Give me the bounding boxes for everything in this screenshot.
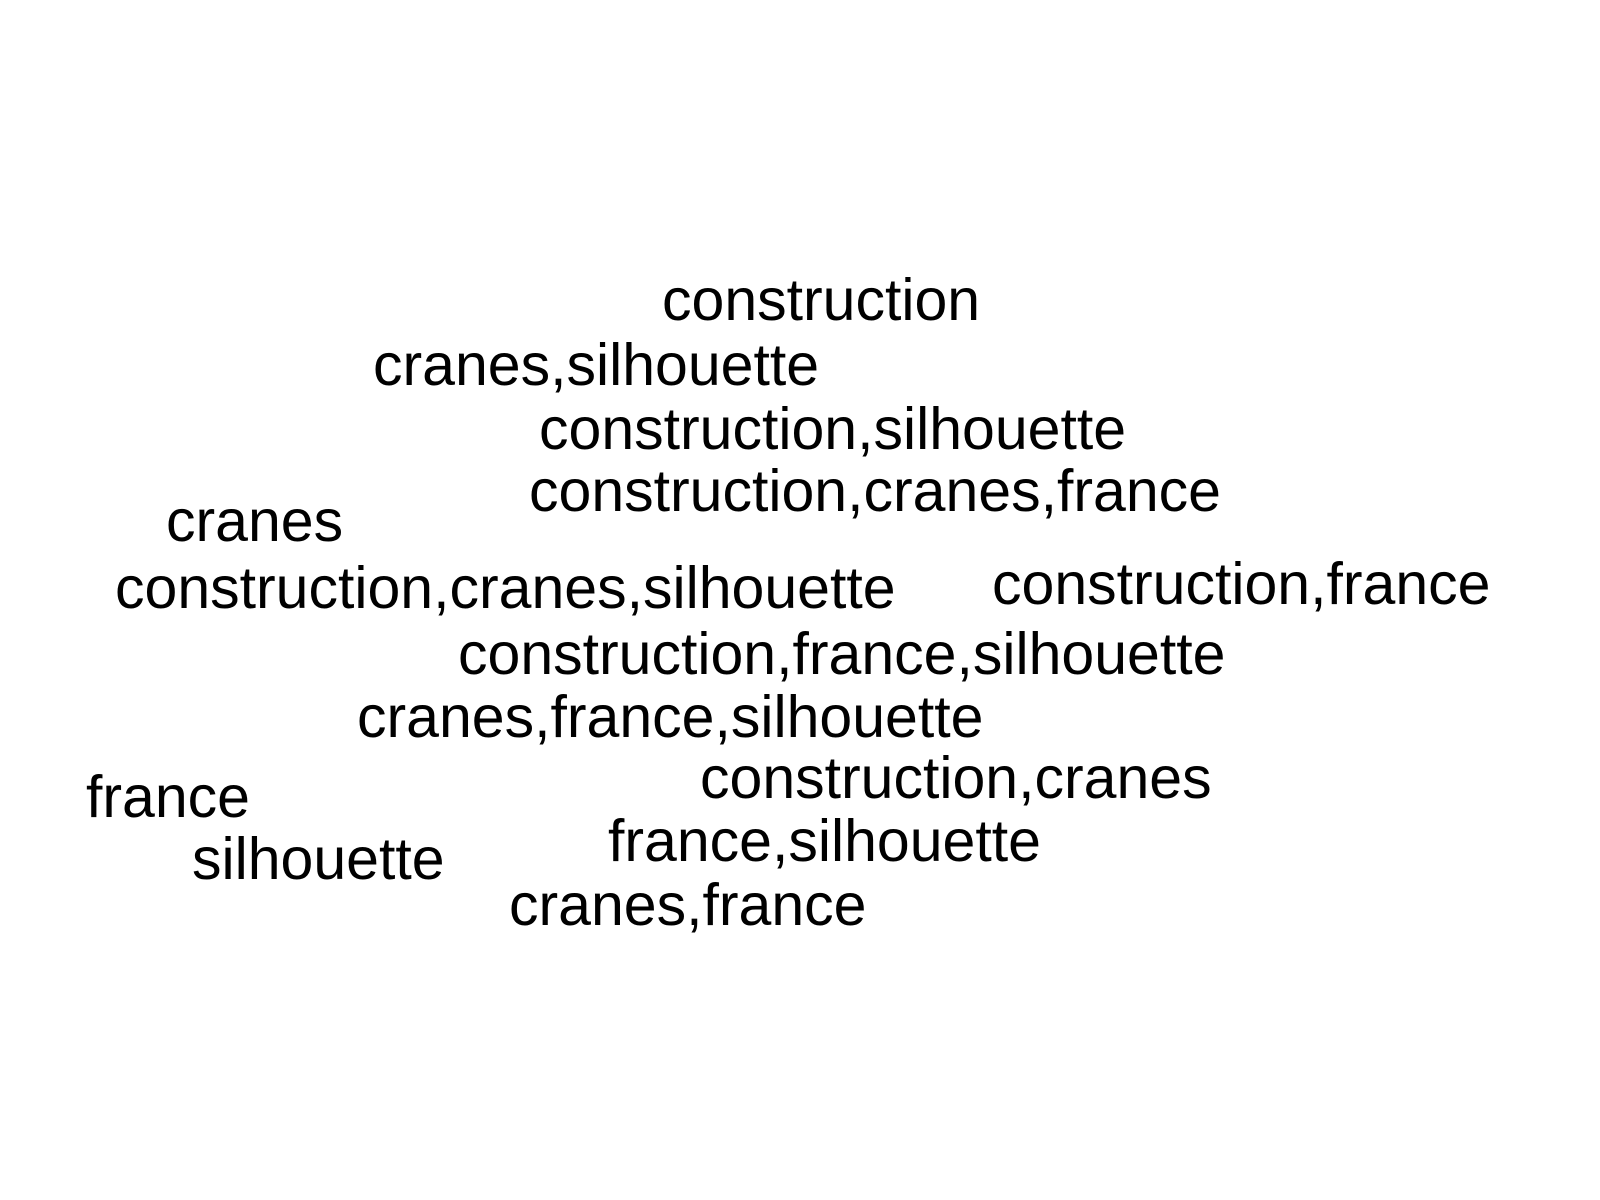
word-silhouette: silhouette [192,826,445,892]
word-cranes-france: cranes,france [509,872,867,938]
word-construction-france: construction,france [992,551,1491,617]
word-construction-france-silhouette: construction,france,silhouette [458,621,1226,687]
word-construction-cranes-silhouette: construction,cranes,silhouette [115,555,896,621]
word-cranes: cranes [166,488,344,554]
word-construction: construction [662,267,981,333]
word-france: france [86,764,250,830]
word-construction-silhouette: construction,silhouette [539,396,1127,462]
word-cranes-silhouette: cranes,silhouette [373,332,820,398]
word-france-silhouette: france,silhouette [608,808,1041,874]
word-construction-cranes: construction,cranes [700,745,1212,811]
word-construction-cranes-france: construction,cranes,france [529,458,1221,524]
word-cranes-france-silhouette: cranes,france,silhouette [357,684,984,750]
